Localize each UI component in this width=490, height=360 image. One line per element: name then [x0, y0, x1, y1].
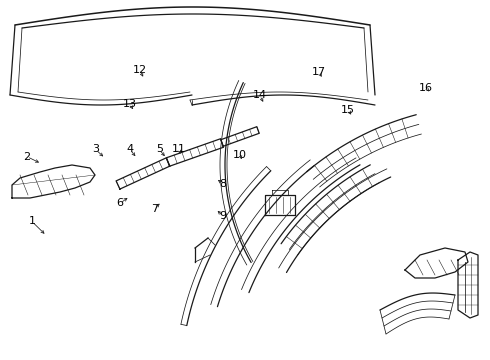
- Text: 5: 5: [156, 144, 163, 154]
- Text: 4: 4: [126, 144, 133, 154]
- Text: 16: 16: [419, 83, 433, 93]
- Text: 6: 6: [117, 198, 123, 208]
- Text: 1: 1: [28, 216, 35, 226]
- Text: 2: 2: [24, 152, 30, 162]
- Text: 17: 17: [312, 67, 325, 77]
- Text: 14: 14: [253, 90, 267, 100]
- Text: 12: 12: [133, 65, 147, 75]
- Text: 10: 10: [233, 150, 247, 160]
- Text: 7: 7: [151, 204, 158, 214]
- Text: 3: 3: [92, 144, 99, 154]
- Text: 13: 13: [123, 99, 137, 109]
- Text: 11: 11: [172, 144, 186, 154]
- Text: 9: 9: [220, 211, 226, 221]
- Text: 8: 8: [220, 179, 226, 189]
- Text: 15: 15: [341, 105, 355, 115]
